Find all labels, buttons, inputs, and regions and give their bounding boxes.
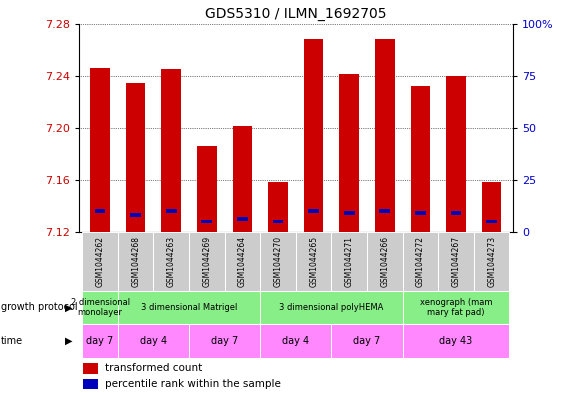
Bar [403,324,510,358]
Bar [126,83,145,232]
Text: day 7: day 7 [211,336,238,346]
Text: GSM1044273: GSM1044273 [487,236,496,287]
Bar [367,232,403,291]
Text: GSM1044267: GSM1044267 [452,236,461,287]
Bar [268,182,288,232]
Text: GSM1044263: GSM1044263 [167,236,175,287]
Bar [339,74,359,232]
Bar [161,69,181,232]
Text: day 7: day 7 [353,336,381,346]
Text: GSM1044264: GSM1044264 [238,236,247,287]
Bar [410,86,430,232]
Bar [233,127,252,232]
Bar [332,324,403,358]
Bar [237,217,248,221]
Bar [224,232,260,291]
Bar [118,324,189,358]
Bar [260,291,403,324]
Text: time: time [1,336,23,346]
Bar [82,324,118,358]
Text: day 7: day 7 [86,336,114,346]
Text: GSM1044262: GSM1044262 [96,236,104,287]
Bar [260,324,332,358]
Text: day 43: day 43 [440,336,473,346]
Bar [403,232,438,291]
Title: GDS5310 / ILMN_1692705: GDS5310 / ILMN_1692705 [205,7,387,21]
Text: GSM1044272: GSM1044272 [416,236,425,287]
Bar [189,324,260,358]
Bar [197,146,217,232]
Bar [415,211,426,215]
Bar [304,39,324,232]
Text: GSM1044266: GSM1044266 [380,236,389,287]
Bar [486,220,497,223]
Bar [344,211,354,215]
Bar [296,232,332,291]
Bar [83,363,99,373]
Text: GSM1044270: GSM1044270 [273,236,283,287]
Bar [308,209,319,213]
Text: ▶: ▶ [65,302,72,312]
Text: 3 dimensional polyHEMA: 3 dimensional polyHEMA [279,303,384,312]
Bar [130,213,141,217]
Bar [403,291,510,324]
Bar [94,209,106,213]
Bar [451,211,462,215]
Text: GSM1044269: GSM1044269 [202,236,212,287]
Bar [375,39,395,232]
Text: day 4: day 4 [282,336,310,346]
Text: day 4: day 4 [140,336,167,346]
Text: xenograph (mam
mary fat pad): xenograph (mam mary fat pad) [420,298,492,317]
Bar [90,68,110,232]
Bar [82,291,118,324]
Bar [380,209,390,213]
Bar [273,220,283,223]
Bar [166,209,177,213]
Bar [447,76,466,232]
Text: GSM1044268: GSM1044268 [131,236,140,287]
Text: ▶: ▶ [65,336,72,346]
Bar [189,232,224,291]
Bar [82,232,118,291]
Text: transformed count: transformed count [105,363,202,373]
Bar [260,232,296,291]
Bar [438,232,474,291]
Bar [474,232,510,291]
Bar [332,232,367,291]
Text: growth protocol: growth protocol [1,302,78,312]
Bar [118,291,260,324]
Bar [202,220,212,223]
Text: percentile rank within the sample: percentile rank within the sample [105,379,280,389]
Bar [153,232,189,291]
Bar [482,182,501,232]
Bar [83,379,99,389]
Bar [118,232,153,291]
Text: GSM1044271: GSM1044271 [345,236,354,287]
Text: 2 dimensional
monolayer: 2 dimensional monolayer [71,298,129,317]
Text: 3 dimensional Matrigel: 3 dimensional Matrigel [141,303,237,312]
Text: GSM1044265: GSM1044265 [309,236,318,287]
